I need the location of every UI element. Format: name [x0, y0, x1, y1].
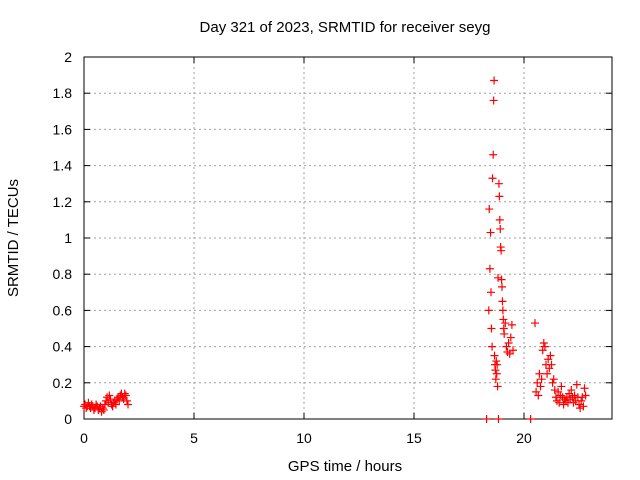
- data-point: [572, 380, 581, 389]
- data-point: [487, 324, 496, 333]
- y-tick-label: 0.4: [53, 339, 73, 355]
- data-point: [499, 315, 508, 324]
- y-tick-label: 0.8: [53, 266, 73, 282]
- data-point: [84, 398, 93, 407]
- data-point: [496, 224, 505, 233]
- data-point: [115, 396, 124, 405]
- data-point: [495, 192, 504, 201]
- data-point: [578, 393, 587, 402]
- data-point: [543, 369, 552, 378]
- x-axis-title: GPS time / hours: [288, 458, 402, 475]
- data-point: [567, 386, 576, 395]
- data-point: [501, 319, 510, 328]
- data-point: [492, 357, 501, 366]
- chart-title: Day 321 of 2023, SRMTID for receiver sey…: [200, 19, 491, 36]
- data-point: [533, 378, 542, 387]
- data-point: [489, 96, 498, 105]
- y-axis-title: SRMTID / TECUs: [5, 179, 22, 297]
- data-point: [493, 360, 502, 369]
- data-point: [488, 342, 497, 351]
- x-tick-label: 0: [80, 430, 88, 446]
- data-point: [108, 402, 117, 411]
- data-point: [484, 306, 493, 315]
- data-point: [482, 415, 491, 423]
- data-point: [550, 386, 559, 395]
- y-tick-label: 0.2: [53, 375, 73, 391]
- data-point: [576, 404, 585, 413]
- y-tick-label: 1.8: [53, 85, 73, 101]
- data-point: [121, 391, 130, 400]
- axis-ticks: 00.20.40.60.811.21.41.61.820 5 10 15 20: [53, 49, 612, 446]
- data-point: [498, 306, 507, 315]
- data-point: [495, 215, 504, 224]
- x-tick-label: 20: [516, 430, 532, 446]
- data-point: [539, 338, 548, 347]
- data-point: [549, 375, 558, 384]
- y-tick-label: 1: [64, 230, 72, 246]
- data-point: [491, 366, 500, 375]
- y-tick-label: 1.6: [53, 121, 73, 137]
- data-point: [491, 375, 500, 384]
- data-point: [505, 349, 514, 358]
- data-point: [498, 282, 506, 291]
- data-point: [509, 346, 517, 355]
- data-point: [490, 76, 499, 85]
- data-point: [557, 382, 566, 391]
- x-tick-label: 10: [296, 430, 312, 446]
- data-point: [506, 333, 515, 342]
- grid-lines: [84, 57, 612, 419]
- x-tick-label: 15: [406, 430, 422, 446]
- data-point: [535, 369, 544, 378]
- data-point: [581, 391, 590, 400]
- data-point: [497, 275, 506, 284]
- y-tick-label: 0.6: [53, 302, 73, 318]
- data-point: [494, 415, 503, 423]
- data-point: [485, 264, 494, 273]
- data-point: [504, 338, 513, 347]
- data-point: [507, 320, 516, 329]
- data-point: [485, 205, 494, 214]
- data-point: [526, 415, 535, 423]
- data-point: [494, 179, 503, 188]
- plot-frame: [83, 56, 613, 420]
- y-tick-label: 1.2: [53, 194, 73, 210]
- data-point: [494, 273, 503, 282]
- data-point: [579, 402, 588, 411]
- data-point: [105, 391, 114, 400]
- data-point: [536, 382, 545, 391]
- data-point: [111, 400, 120, 409]
- y-tick-label: 0: [64, 411, 72, 427]
- data-point: [577, 396, 586, 405]
- data-point: [122, 396, 131, 405]
- data-point: [489, 150, 498, 159]
- y-tick-label: 2: [64, 49, 72, 65]
- data-point: [492, 369, 501, 378]
- data-point: [548, 378, 557, 387]
- data-point: [537, 375, 546, 384]
- data-points: [80, 76, 590, 423]
- data-point: [580, 384, 589, 393]
- data-point: [498, 297, 507, 306]
- data-point: [547, 360, 556, 369]
- data-point: [92, 400, 101, 409]
- data-point: [497, 246, 506, 255]
- data-point: [490, 351, 499, 360]
- data-point: [99, 405, 108, 414]
- data-point: [487, 288, 495, 297]
- data-point: [500, 329, 509, 338]
- data-point: [534, 391, 543, 400]
- data-point: [546, 351, 555, 360]
- data-point: [486, 228, 495, 237]
- y-tick-label: 1.4: [53, 158, 73, 174]
- data-point: [124, 400, 132, 409]
- data-point: [488, 174, 497, 183]
- data-point: [531, 319, 539, 328]
- x-tick-label: 5: [190, 430, 198, 446]
- data-point: [570, 391, 579, 400]
- data-point: [493, 382, 502, 391]
- data-point: [120, 389, 129, 398]
- data-point: [555, 398, 564, 407]
- data-point: [540, 342, 549, 351]
